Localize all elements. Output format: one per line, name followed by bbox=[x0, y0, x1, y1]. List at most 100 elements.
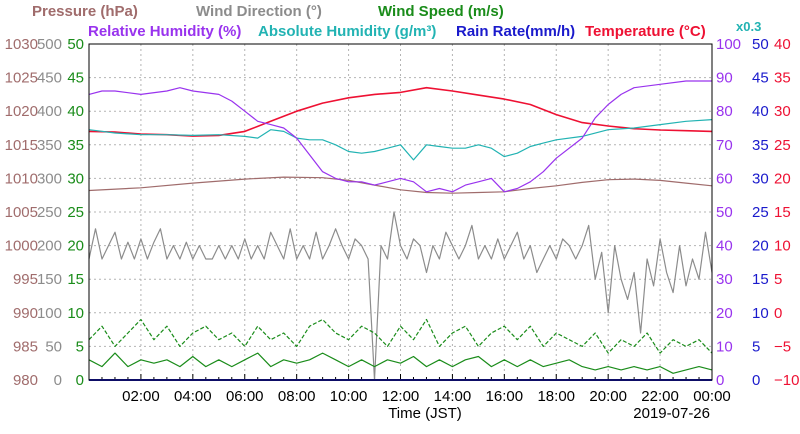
temperature-tick-label: 35 bbox=[774, 70, 791, 87]
relative-humidity-tick-label: 40 bbox=[716, 238, 733, 255]
relative-humidity-tick-label: 20 bbox=[716, 305, 733, 322]
pressure-tick-label: 1005 bbox=[5, 204, 38, 221]
wind-direction-tick-label: 350 bbox=[37, 137, 62, 154]
relative-humidity-tick-label: 30 bbox=[716, 271, 733, 288]
relative-humidity-tick-label: 90 bbox=[716, 70, 733, 87]
series-pressure-hpa bbox=[88, 176, 713, 194]
pressure-tick-label: 995 bbox=[13, 271, 38, 288]
wind-speed-tick-label: 5 bbox=[76, 338, 84, 355]
x-axis-label: Time (JST) bbox=[388, 405, 462, 422]
x-tick-label: 10:00 bbox=[330, 388, 368, 405]
wind-direction-tick-label: 200 bbox=[37, 238, 62, 255]
relative-humidity-tick-label: 70 bbox=[716, 137, 733, 154]
legend-relative-humidity: Relative Humidity (%) bbox=[88, 23, 241, 40]
x-tick-label: 20:00 bbox=[589, 388, 627, 405]
temperature-tick-label: 10 bbox=[774, 238, 791, 255]
wind-speed-tick-label: 10 bbox=[67, 305, 84, 322]
pressure-tick-label: 980 bbox=[13, 372, 38, 389]
temperature-tick-label: 15 bbox=[774, 204, 791, 221]
rain-rate-tick-label: 35 bbox=[752, 137, 769, 154]
rain-rate-tick-label: 20 bbox=[752, 238, 769, 255]
relative-humidity-tick-label: 100 bbox=[716, 36, 741, 53]
x-tick-label: 14:00 bbox=[434, 388, 472, 405]
wind-speed-tick-label: 20 bbox=[67, 238, 84, 255]
series-wind-speed-mean-m-s bbox=[88, 352, 713, 374]
temperature-tick-label: −5 bbox=[774, 338, 791, 355]
series-wind-direction bbox=[88, 211, 713, 381]
wind-direction-tick-label: 500 bbox=[37, 36, 62, 53]
wind-direction-tick-label: 100 bbox=[37, 305, 62, 322]
temperature-tick-label: −10 bbox=[774, 372, 799, 389]
rain-rate-tick-label: 40 bbox=[752, 103, 769, 120]
legend-pressure: Pressure (hPa) bbox=[32, 3, 138, 20]
wind-speed-tick-label: 50 bbox=[67, 36, 84, 53]
wind-direction-tick-label: 50 bbox=[45, 338, 62, 355]
rain-rate-tick-label: 25 bbox=[752, 204, 769, 221]
legend-wind-direction: Wind Direction (°) bbox=[196, 3, 322, 20]
legend: Pressure (hPa) Wind Direction (°) Wind S… bbox=[32, 3, 761, 40]
relative-humidity-tick-label: 80 bbox=[716, 103, 733, 120]
relative-humidity-tick-label: 50 bbox=[716, 204, 733, 221]
rain-rate-tick-label: 0 bbox=[752, 372, 760, 389]
x-tick-label: 00:00 bbox=[693, 388, 731, 405]
rain-rate-tick-label: 45 bbox=[752, 70, 769, 87]
pressure-tick-label: 1010 bbox=[5, 170, 38, 187]
date-label: 2019-07-26 bbox=[633, 405, 710, 422]
wind-direction-tick-label: 0 bbox=[54, 372, 62, 389]
x-tick-label: 22:00 bbox=[641, 388, 679, 405]
wind-speed-tick-label: 0 bbox=[76, 372, 84, 389]
x-tick-label: 16:00 bbox=[486, 388, 524, 405]
rain-rate-tick-label: 5 bbox=[752, 338, 760, 355]
rain-rate-tick-label: 15 bbox=[752, 271, 769, 288]
x-tick-label: 18:00 bbox=[537, 388, 575, 405]
rain-rate-tick-label: 50 bbox=[752, 36, 769, 53]
grid bbox=[89, 44, 712, 380]
legend-wind-speed: Wind Speed (m/s) bbox=[378, 3, 504, 20]
rain-rate-tick-label: 10 bbox=[752, 305, 769, 322]
wind-speed-tick-label: 35 bbox=[67, 137, 84, 154]
x-tick-label: 08:00 bbox=[278, 388, 316, 405]
pressure-tick-label: 985 bbox=[13, 338, 38, 355]
legend-rain-rate: Rain Rate(mm/h) bbox=[456, 23, 575, 40]
relative-humidity-tick-label: 10 bbox=[716, 338, 733, 355]
wind-speed-tick-label: 30 bbox=[67, 170, 84, 187]
wind-speed-tick-label: 45 bbox=[67, 70, 84, 87]
x-tick-label: 12:00 bbox=[382, 388, 420, 405]
wind-speed-tick-label: 15 bbox=[67, 271, 84, 288]
temperature-tick-label: 0 bbox=[774, 305, 782, 322]
temperature-tick-label: 25 bbox=[774, 137, 791, 154]
x-tick-label: 04:00 bbox=[174, 388, 212, 405]
wind-direction-tick-label: 300 bbox=[37, 170, 62, 187]
series-wind-speed-max-m-s bbox=[88, 318, 713, 354]
rain-rate-tick-label: 30 bbox=[752, 170, 769, 187]
wind-direction-tick-label: 250 bbox=[37, 204, 62, 221]
pressure-tick-label: 1030 bbox=[5, 36, 38, 53]
pressure-tick-label: 1015 bbox=[5, 137, 38, 154]
pressure-tick-label: 990 bbox=[13, 305, 38, 322]
legend-multiplier-note: x0.3 bbox=[736, 19, 761, 34]
temperature-tick-label: 5 bbox=[774, 271, 782, 288]
legend-absolute-humidity: Absolute Humidity (g/m³) bbox=[258, 23, 436, 40]
wind-direction-tick-label: 150 bbox=[37, 271, 62, 288]
series-absolute-humidity-g-m bbox=[88, 119, 713, 161]
temperature-tick-label: 40 bbox=[774, 36, 791, 53]
wind-direction-tick-label: 450 bbox=[37, 70, 62, 87]
plot-frame bbox=[88, 43, 713, 381]
series-relative-humidity bbox=[88, 80, 712, 193]
temperature-tick-label: 30 bbox=[774, 103, 791, 120]
relative-humidity-tick-label: 60 bbox=[716, 170, 733, 187]
relative-humidity-tick-label: 0 bbox=[716, 372, 724, 389]
pressure-tick-label: 1025 bbox=[5, 70, 38, 87]
wind-speed-tick-label: 25 bbox=[67, 204, 84, 221]
temperature-tick-label: 20 bbox=[774, 170, 791, 187]
x-tick-label: 02:00 bbox=[122, 388, 160, 405]
legend-temperature: Temperature (°C) bbox=[585, 23, 706, 40]
series-temperature-c bbox=[88, 86, 713, 137]
pressure-tick-label: 1020 bbox=[5, 103, 38, 120]
axes: 9809859909951000100510101015102010251030… bbox=[5, 36, 800, 405]
wind-direction-tick-label: 400 bbox=[37, 103, 62, 120]
wind-speed-tick-label: 40 bbox=[67, 103, 84, 120]
pressure-tick-label: 1000 bbox=[5, 238, 38, 255]
x-tick-label: 06:00 bbox=[226, 388, 264, 405]
